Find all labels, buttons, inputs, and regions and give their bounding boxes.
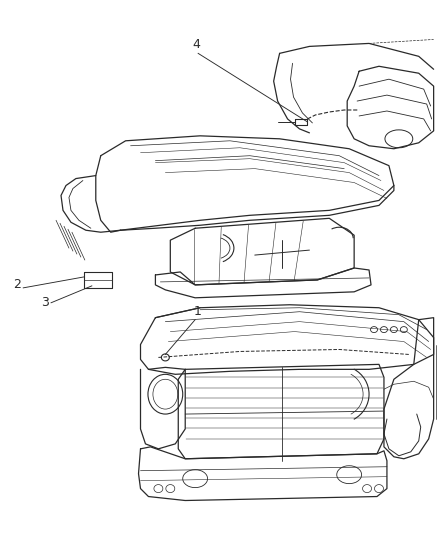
Text: 4: 4 <box>192 38 200 51</box>
Text: 1: 1 <box>193 305 201 318</box>
Text: 3: 3 <box>41 296 49 309</box>
Text: 2: 2 <box>13 278 21 292</box>
